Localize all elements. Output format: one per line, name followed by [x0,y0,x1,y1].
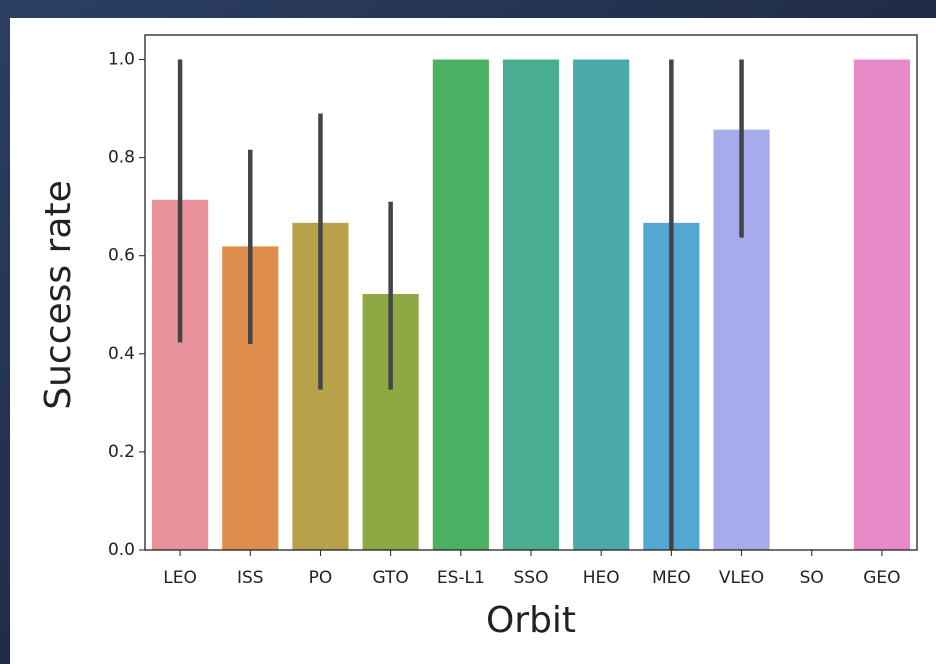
plot-frame [144,34,918,551]
x-tick-label: VLEO [719,568,764,588]
y-tick-label: 1.0 [108,50,135,70]
y-tick-label: 0.8 [108,148,135,168]
bar [432,59,489,551]
x-tick-label: LEO [163,568,197,588]
bar [573,59,630,551]
x-tick-label: MEO [652,568,691,588]
x-tick-label: ISS [237,568,264,588]
x-tick-label: GTO [372,568,408,588]
x-tick-label: SSO [514,568,549,588]
y-tick-label: 0.6 [108,246,135,266]
x-tick-label: ES-L1 [437,568,485,588]
x-tick-label: PO [309,568,333,588]
y-tick-label: 0.4 [108,344,135,364]
x-tick-label: SO [800,568,824,588]
x-tick-label: GEO [863,568,900,588]
y-tick-label: 0.2 [108,442,135,462]
bar [502,59,560,551]
y-tick-label: 0.0 [108,540,135,560]
x-tick-label: HEO [583,568,620,588]
bar [853,59,910,551]
y-axis-label: Success rate [38,180,79,409]
x-axis-label: Orbit [486,600,576,641]
